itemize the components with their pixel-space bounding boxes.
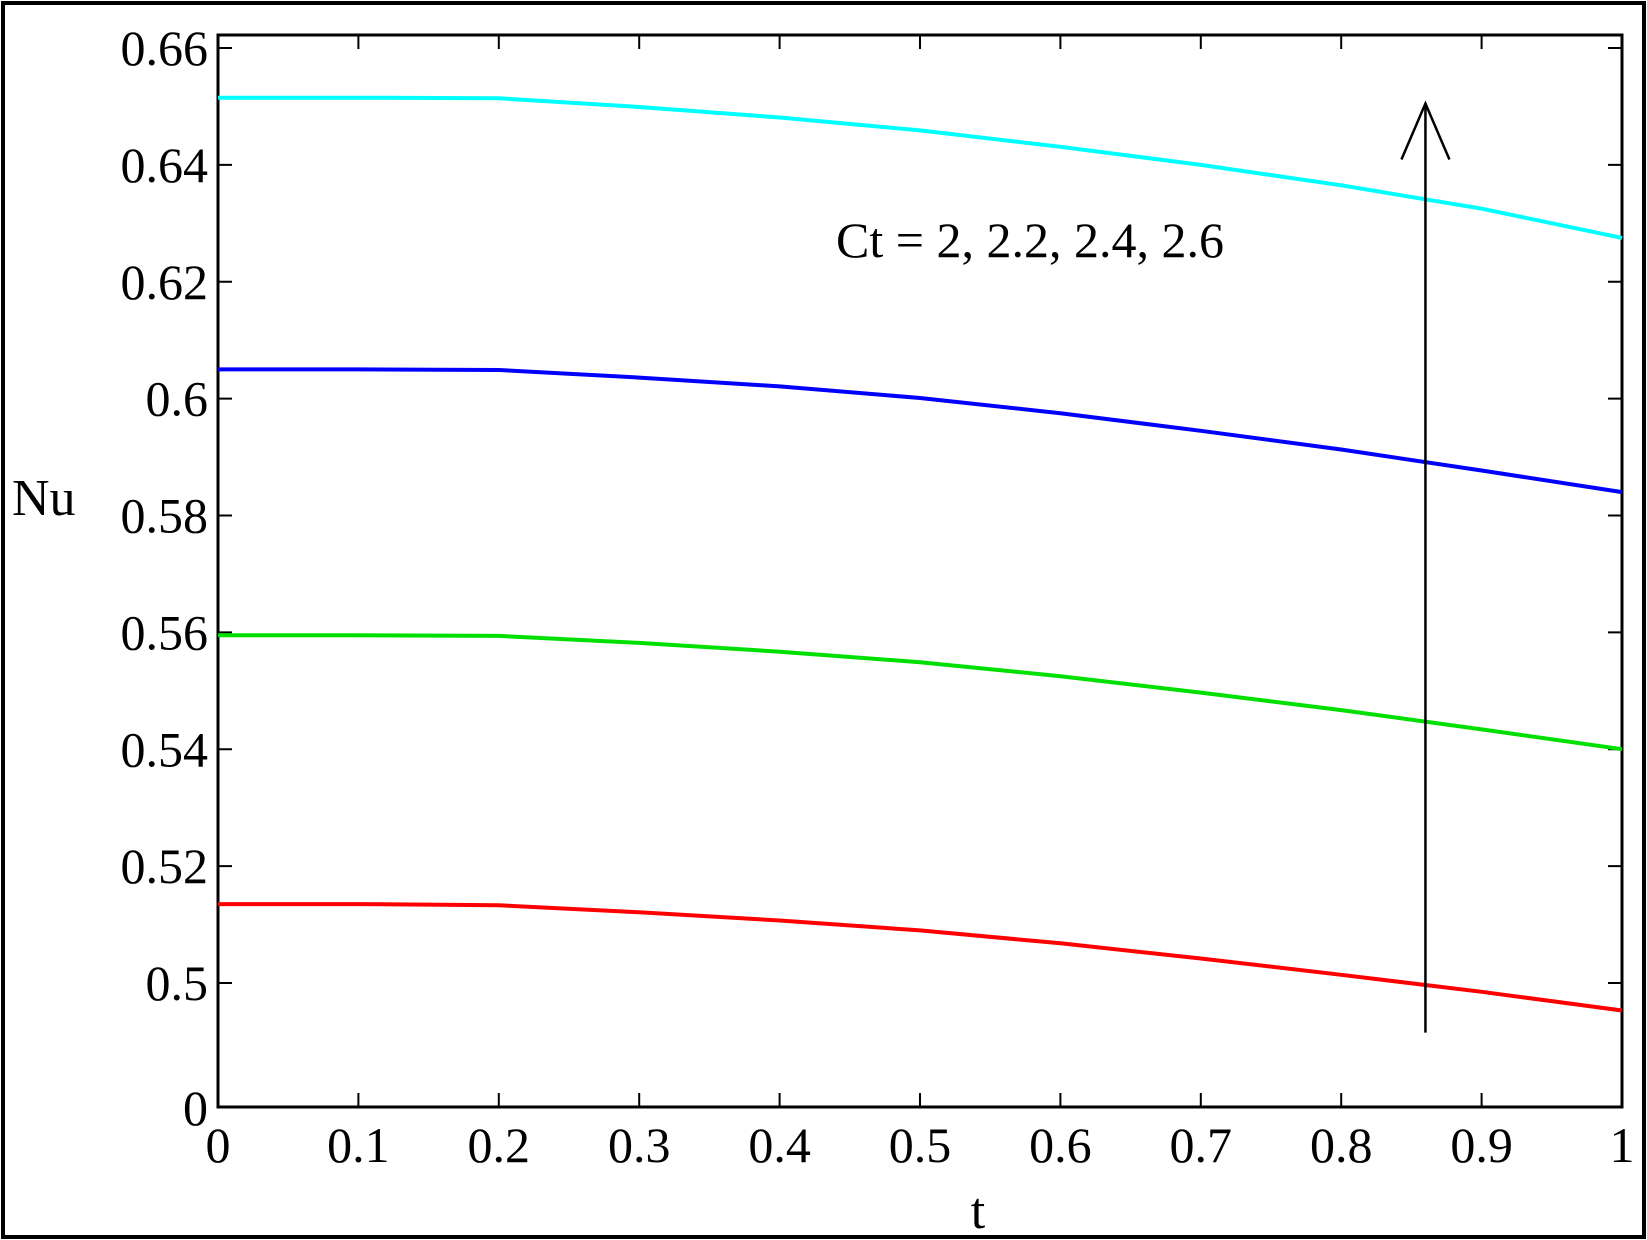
x-tick-label: 0.3 — [608, 1117, 671, 1173]
y-tick-label: 0.52 — [121, 838, 209, 894]
y-axis-title: Nu — [12, 470, 76, 527]
y-tick-label: 0.64 — [121, 137, 209, 193]
series-line-4 — [218, 95, 1623, 240]
x-tick-label: 0.2 — [468, 1117, 531, 1173]
x-tick-label: 0 — [206, 1117, 231, 1173]
x-tick-label: 0.4 — [748, 1117, 811, 1173]
x-tick-label: 0.8 — [1310, 1117, 1373, 1173]
series-line-3 — [218, 367, 1623, 495]
x-tick-label: 0.7 — [1170, 1117, 1233, 1173]
x-tick-label: 0.6 — [1029, 1117, 1092, 1173]
annotation-arrow — [1400, 100, 1451, 1033]
x-axis-title: t — [971, 1183, 986, 1240]
y-axis-origin-label: 0 — [183, 1080, 208, 1136]
y-tick-label: 0.6 — [146, 371, 209, 427]
x-axis: 0 0.1 0.2 0.3 0.4 0.5 0.6 0.7 0.8 0.9 1 — [206, 35, 1635, 1173]
y-tick-label: 0.54 — [121, 721, 209, 777]
y-axis: 0.5 0.52 0.54 0.56 0.58 0.6 0.62 0.64 0.66 — [121, 20, 1622, 1011]
y-tick-label: 0.58 — [121, 488, 209, 544]
x-tick-label: 1 — [1610, 1117, 1635, 1173]
x-tick-label: 0.1 — [327, 1117, 390, 1173]
y-tick-label: 0.66 — [121, 20, 209, 76]
series-line-2 — [218, 633, 1623, 752]
annotation-text: Ct = 2, 2.2, 2.4, 2.6 — [836, 212, 1224, 268]
y-tick-label: 0.62 — [121, 254, 209, 310]
series-line-1 — [218, 902, 1623, 1013]
y-tick-label: 0.56 — [121, 604, 209, 660]
x-tick-label: 0.9 — [1450, 1117, 1513, 1173]
arrow-head — [1400, 100, 1451, 161]
x-tick-label: 0.5 — [889, 1117, 952, 1173]
y-tick-label: 0.5 — [146, 955, 209, 1011]
series-layer — [218, 95, 1623, 1013]
